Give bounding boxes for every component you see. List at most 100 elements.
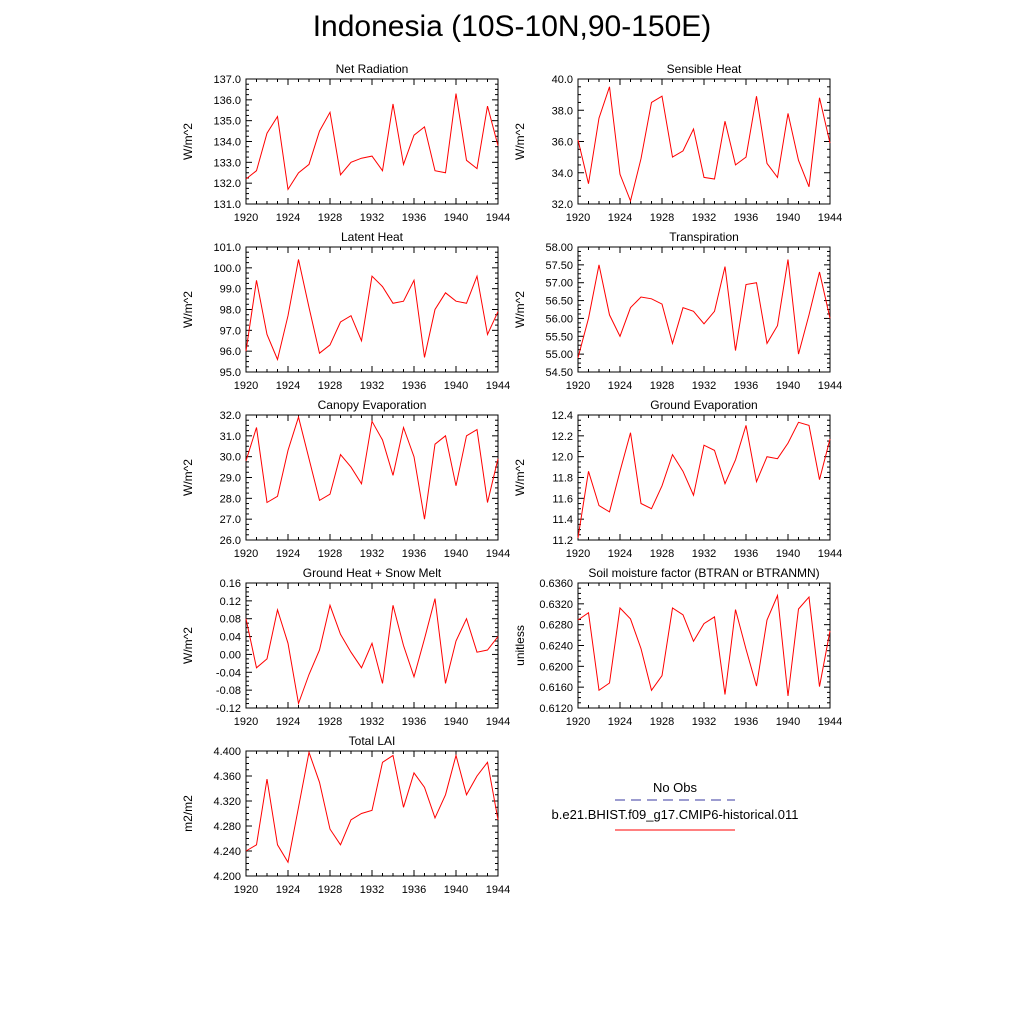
x-tick-label: 1940 <box>776 212 800 224</box>
y-tick-label: 55.00 <box>545 349 573 361</box>
x-tick-label: 1936 <box>402 884 426 896</box>
x-tick-label: 1924 <box>276 380 300 392</box>
x-tick-label: 1936 <box>734 380 758 392</box>
plot-frame <box>245 246 499 373</box>
page-title: Indonesia (10S-10N,90-150E) <box>312 10 712 43</box>
chart-title: Total LAI <box>349 734 396 748</box>
panel-6: Ground Heat + Snow Melt W/m^2 -0.12 -0.08 -0… <box>181 566 510 728</box>
y-tick-label: 137.0 <box>213 74 241 86</box>
y-tick-label: 11.4 <box>552 514 573 526</box>
x-tick-label: 1940 <box>776 380 800 392</box>
series-line <box>245 93 499 191</box>
x-tick-label: 1936 <box>734 548 758 560</box>
y-axis-label: W/m^2 <box>181 123 195 160</box>
x-tick-label: 1944 <box>818 212 842 224</box>
y-axis-label: W/m^2 <box>513 123 527 160</box>
x-tick-label: 1928 <box>318 716 342 728</box>
y-tick-label: 57.00 <box>545 278 573 290</box>
y-tick-label: 34.0 <box>552 168 573 180</box>
y-tick-label: 12.2 <box>552 431 573 443</box>
y-axis-label: W/m^2 <box>181 291 195 328</box>
x-tick-label: 1924 <box>276 716 300 728</box>
plot-frame <box>245 582 499 709</box>
chart-title: Latent Heat <box>341 230 404 244</box>
x-tick-label: 1944 <box>486 716 510 728</box>
x-tick-label: 1932 <box>360 884 384 896</box>
y-axis-label: W/m^2 <box>181 459 195 496</box>
y-tick-label: 31.0 <box>220 431 241 443</box>
x-tick-label: 1944 <box>486 380 510 392</box>
plot-frame <box>577 246 831 373</box>
x-tick-label: 1940 <box>444 716 468 728</box>
x-tick-label: 1920 <box>234 884 258 896</box>
y-axis-label: W/m^2 <box>513 459 527 496</box>
y-tick-label: 0.12 <box>220 596 241 608</box>
panel-7: Soil moisture factor (BTRAN or BTRANMN) u… <box>513 566 842 728</box>
x-tick-label: 1924 <box>608 212 632 224</box>
series-line <box>245 415 499 520</box>
x-tick-label: 1920 <box>566 380 590 392</box>
y-tick-label: 12.4 <box>552 410 573 422</box>
x-tick-label: 1924 <box>276 548 300 560</box>
y-tick-label: 29.0 <box>220 473 241 485</box>
y-tick-label: 36.0 <box>552 137 573 149</box>
y-tick-label: 12.0 <box>552 452 573 464</box>
y-tick-label: 4.280 <box>213 821 241 833</box>
x-tick-label: 1920 <box>566 212 590 224</box>
x-tick-label: 1924 <box>608 380 632 392</box>
x-tick-label: 1936 <box>402 380 426 392</box>
x-tick-label: 1924 <box>608 548 632 560</box>
y-tick-label: 32.0 <box>552 199 573 211</box>
x-tick-label: 1928 <box>650 380 674 392</box>
y-tick-label: 30.0 <box>220 452 241 464</box>
panel-4: Canopy Evaporation W/m^2 26.0 27.0 28.0 29.0 3… <box>181 398 510 560</box>
y-tick-label: 55.50 <box>545 331 573 343</box>
chart-title: Transpiration <box>669 230 739 244</box>
y-tick-label: 4.400 <box>213 746 241 758</box>
plot-frame <box>577 582 831 709</box>
x-tick-label: 1928 <box>650 548 674 560</box>
panel-0: Net Radiation W/m^2 131.0 132.0 133.0 134.0 13… <box>181 62 510 224</box>
y-tick-label: 0.6120 <box>539 703 573 715</box>
y-tick-label: 135.0 <box>213 116 241 128</box>
y-tick-label: 131.0 <box>213 199 241 211</box>
x-tick-label: 1928 <box>650 716 674 728</box>
y-tick-label: 98.0 <box>220 305 241 317</box>
legend: No Obs b.e21.BHIST.f09_g17.CMIP6-histori… <box>552 780 798 831</box>
plot-frame <box>245 414 499 541</box>
x-tick-label: 1928 <box>318 548 342 560</box>
y-axis-label: W/m^2 <box>513 291 527 328</box>
y-tick-label: 11.2 <box>552 535 573 547</box>
x-tick-label: 1920 <box>234 380 258 392</box>
y-tick-label: 56.00 <box>545 313 573 325</box>
y-tick-label: 96.0 <box>220 346 241 358</box>
y-axis-label: W/m^2 <box>181 627 195 664</box>
x-tick-label: 1932 <box>360 212 384 224</box>
panel-5: Ground Evaporation W/m^2 11.2 11.4 11.6 11.8 1… <box>513 398 842 560</box>
y-tick-label: 27.0 <box>220 514 241 526</box>
y-tick-label: 97.0 <box>220 325 241 337</box>
x-tick-label: 1920 <box>234 716 258 728</box>
panel-1: Sensible Heat W/m^2 32.0 34.0 36.0 38.0 40.0 19… <box>513 62 842 224</box>
series-line <box>577 593 831 697</box>
plot-frame <box>245 78 499 205</box>
x-tick-label: 1936 <box>402 548 426 560</box>
x-tick-label: 1928 <box>650 212 674 224</box>
x-tick-label: 1944 <box>486 212 510 224</box>
x-tick-label: 1928 <box>318 380 342 392</box>
series-line <box>577 421 831 538</box>
chart-title: Sensible Heat <box>667 62 742 76</box>
y-tick-label: 95.0 <box>220 367 241 379</box>
series-line <box>577 86 831 203</box>
x-tick-label: 1940 <box>444 548 468 560</box>
y-tick-label: 32.0 <box>220 410 241 422</box>
y-tick-label: 11.8 <box>552 473 573 485</box>
y-tick-label: 56.50 <box>545 296 573 308</box>
x-tick-label: 1932 <box>692 380 716 392</box>
y-tick-label: 58.00 <box>545 242 573 254</box>
x-tick-label: 1932 <box>692 716 716 728</box>
chart-title: Soil moisture factor (BTRAN or BTRANMN) <box>588 566 819 580</box>
x-tick-label: 1936 <box>402 716 426 728</box>
chart-title: Net Radiation <box>336 62 409 76</box>
